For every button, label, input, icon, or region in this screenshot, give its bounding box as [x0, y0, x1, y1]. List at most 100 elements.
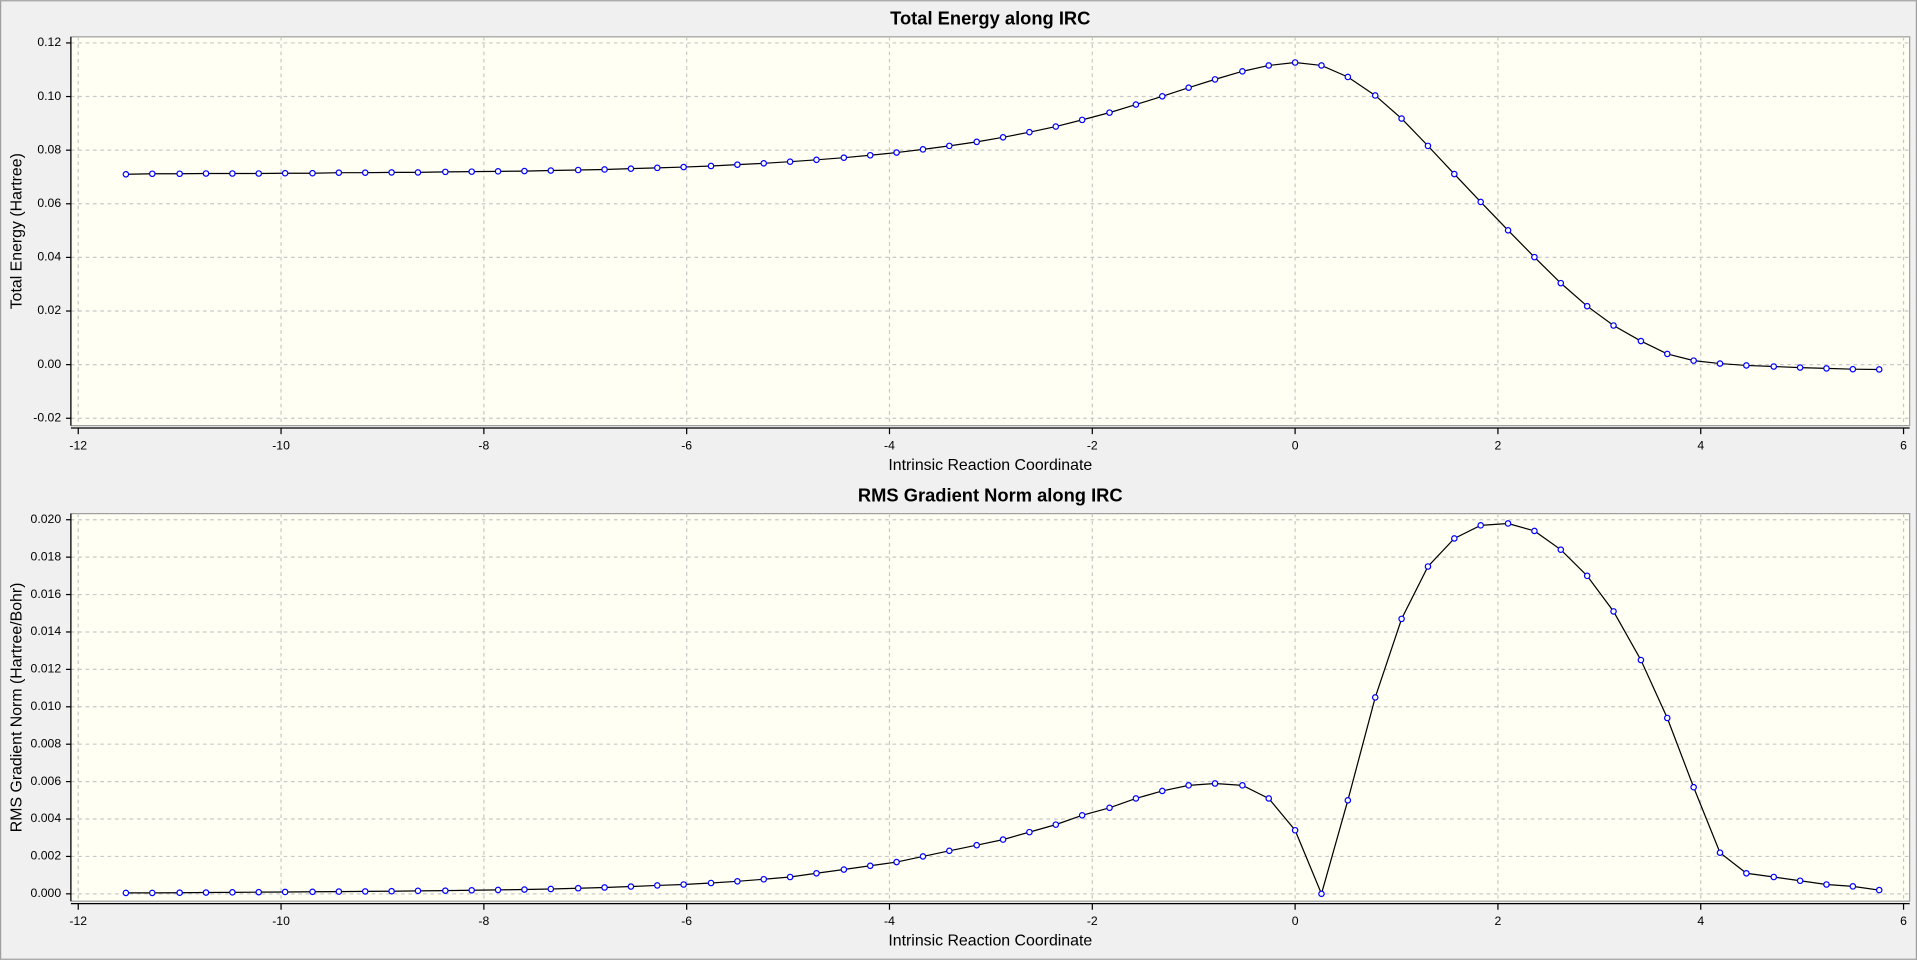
data-point — [1211, 76, 1219, 83]
data-point — [1849, 365, 1857, 373]
data-point — [442, 168, 449, 176]
data-point — [1504, 520, 1512, 527]
data-point — [760, 875, 768, 883]
data-point — [1610, 608, 1617, 615]
x-axis-label: Intrinsic Reaction Coordinate — [888, 457, 1092, 474]
y-tick-label: 0.014 — [31, 624, 62, 638]
data-point — [176, 170, 183, 178]
data-point — [840, 866, 848, 873]
data-point — [1026, 828, 1033, 836]
data-point — [707, 879, 715, 887]
data-point — [653, 164, 661, 172]
x-tick-label: -4 — [884, 914, 895, 928]
data-point — [1583, 572, 1591, 580]
data-point — [1132, 101, 1140, 108]
y-tick-label: 0.000 — [31, 886, 62, 900]
data-point — [229, 889, 236, 896]
data-point — [1371, 92, 1379, 99]
y-tick-label: 0.020 — [31, 512, 62, 526]
data-point — [202, 889, 210, 896]
x-tick-label: 4 — [1697, 914, 1704, 928]
data-point — [1477, 198, 1484, 206]
data-point — [1424, 142, 1432, 150]
y-tick-label: 0.002 — [31, 849, 62, 863]
y-tick-label: 0.12 — [37, 35, 61, 49]
plot-area — [70, 36, 1911, 427]
data-point — [919, 146, 927, 153]
data-point — [1823, 881, 1830, 888]
data-point — [1398, 615, 1405, 623]
y-axis-label: RMS Gradient Norm (Hartree/Bohr) — [8, 583, 25, 833]
x-tick-label: -8 — [478, 439, 489, 453]
data-point — [1344, 797, 1352, 804]
data-point — [361, 888, 369, 895]
data-point — [1052, 123, 1060, 130]
data-point — [1106, 109, 1113, 116]
data-point — [786, 873, 794, 881]
data-point — [999, 836, 1007, 843]
data-point — [1239, 782, 1246, 789]
data-point — [1716, 849, 1724, 856]
y-axis-label: Total Energy (Hartree) — [8, 153, 25, 309]
data-point — [255, 888, 263, 896]
data-point — [468, 168, 476, 175]
y-tick-label: 0.010 — [31, 699, 62, 713]
y-tick-label: 0.08 — [37, 142, 61, 156]
data-point — [388, 169, 395, 176]
data-point — [707, 162, 715, 170]
data-point — [1078, 811, 1086, 819]
y-tick-label: 0.06 — [37, 196, 61, 210]
x-tick-label: 4 — [1697, 439, 1704, 453]
data-point — [255, 170, 263, 177]
data-point — [1158, 787, 1166, 795]
data-point — [335, 888, 343, 895]
data-point — [1344, 73, 1352, 81]
data-point — [893, 858, 900, 866]
data-point — [521, 886, 528, 893]
data-point — [680, 163, 687, 171]
data-point — [309, 169, 316, 177]
data-point — [1185, 782, 1192, 789]
data-point — [999, 133, 1007, 141]
data-point — [521, 167, 528, 175]
data-point — [1504, 227, 1512, 234]
data-point — [1318, 62, 1325, 69]
y-tick-label: -0.02 — [33, 410, 61, 424]
data-point — [840, 154, 848, 161]
data-point — [494, 168, 502, 175]
data-point — [494, 886, 502, 894]
data-point — [202, 170, 210, 177]
data-point — [468, 886, 476, 894]
data-point — [1318, 890, 1325, 898]
data-point — [1875, 886, 1883, 894]
y-tick-label: 0.00 — [37, 357, 61, 371]
data-point — [1451, 170, 1458, 178]
data-point — [1052, 821, 1060, 828]
data-point — [148, 889, 156, 897]
data-point — [361, 169, 369, 176]
data-point — [1796, 877, 1804, 885]
x-tick-label: 6 — [1900, 439, 1907, 453]
y-tick-label: 0.02 — [37, 303, 61, 317]
data-point — [1291, 826, 1299, 834]
data-point — [1743, 362, 1750, 369]
y-tick-label: 0.008 — [31, 736, 62, 750]
x-tick-label: -12 — [69, 914, 87, 928]
data-point — [1875, 366, 1883, 373]
data-point — [1239, 68, 1246, 75]
data-point — [601, 166, 608, 173]
data-point — [442, 887, 449, 894]
data-point — [574, 166, 582, 174]
data-point — [1663, 714, 1671, 722]
chart-title: Total Energy along IRC — [890, 8, 1090, 29]
data-point — [1132, 795, 1140, 802]
data-point — [680, 881, 687, 888]
data-point — [734, 161, 741, 168]
data-point — [760, 160, 768, 167]
data-point — [281, 888, 289, 896]
x-tick-label: -4 — [884, 439, 895, 453]
data-point — [1557, 279, 1565, 287]
data-point — [973, 841, 981, 849]
data-point — [1743, 869, 1750, 877]
x-tick-label: -12 — [69, 439, 87, 453]
